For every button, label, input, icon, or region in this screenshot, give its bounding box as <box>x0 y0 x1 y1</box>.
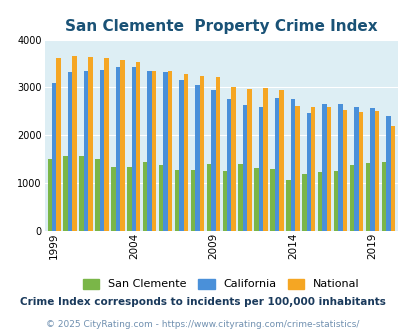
Bar <box>115 67 120 231</box>
Bar <box>52 83 56 231</box>
Bar <box>211 90 215 231</box>
Bar <box>242 105 247 231</box>
Bar <box>183 74 188 231</box>
Bar <box>100 70 104 231</box>
Bar <box>279 90 283 231</box>
Bar <box>79 156 83 231</box>
Bar <box>206 164 211 231</box>
Bar <box>369 108 374 231</box>
Bar <box>199 77 204 231</box>
Bar <box>270 169 274 231</box>
Bar <box>226 99 231 231</box>
Bar <box>294 106 299 231</box>
Legend: San Clemente, California, National: San Clemente, California, National <box>83 279 359 289</box>
Bar <box>179 80 183 231</box>
Bar <box>195 84 199 231</box>
Bar <box>147 71 151 231</box>
Bar <box>274 98 279 231</box>
Bar <box>120 60 124 231</box>
Bar <box>290 99 294 231</box>
Bar <box>238 164 242 231</box>
Bar <box>354 107 358 231</box>
Bar <box>63 156 68 231</box>
Bar <box>337 104 342 231</box>
Bar <box>247 89 251 231</box>
Bar <box>254 168 258 231</box>
Bar <box>88 57 92 231</box>
Bar <box>151 71 156 231</box>
Bar <box>190 170 195 231</box>
Bar <box>175 170 179 231</box>
Bar <box>56 58 61 231</box>
Bar <box>95 159 100 231</box>
Bar <box>333 171 337 231</box>
Bar <box>322 104 326 231</box>
Bar <box>111 167 115 231</box>
Bar <box>310 107 315 231</box>
Bar <box>231 87 235 231</box>
Bar <box>306 113 310 231</box>
Bar <box>381 162 385 231</box>
Bar <box>374 112 378 231</box>
Bar <box>358 112 362 231</box>
Text: Crime Index corresponds to incidents per 100,000 inhabitants: Crime Index corresponds to incidents per… <box>20 297 385 307</box>
Bar <box>301 174 306 231</box>
Bar <box>365 163 369 231</box>
Bar <box>326 107 330 231</box>
Bar <box>47 159 52 231</box>
Bar <box>143 162 147 231</box>
Bar <box>68 72 72 231</box>
Bar <box>131 67 136 231</box>
Bar <box>158 165 163 231</box>
Bar <box>72 56 77 231</box>
Bar <box>342 110 346 231</box>
Bar <box>258 107 262 231</box>
Bar <box>262 88 267 231</box>
Bar <box>136 62 140 231</box>
Bar <box>390 126 394 231</box>
Bar <box>317 172 322 231</box>
Bar <box>385 116 390 231</box>
Bar <box>215 78 220 231</box>
Bar <box>222 171 226 231</box>
Bar <box>127 167 131 231</box>
Text: © 2025 CityRating.com - https://www.cityrating.com/crime-statistics/: © 2025 CityRating.com - https://www.city… <box>46 320 359 329</box>
Title: San Clemente  Property Crime Index: San Clemente Property Crime Index <box>65 19 377 34</box>
Bar <box>349 165 354 231</box>
Bar <box>286 180 290 231</box>
Bar <box>163 72 167 231</box>
Bar <box>167 71 172 231</box>
Bar <box>104 58 109 231</box>
Bar <box>83 71 88 231</box>
